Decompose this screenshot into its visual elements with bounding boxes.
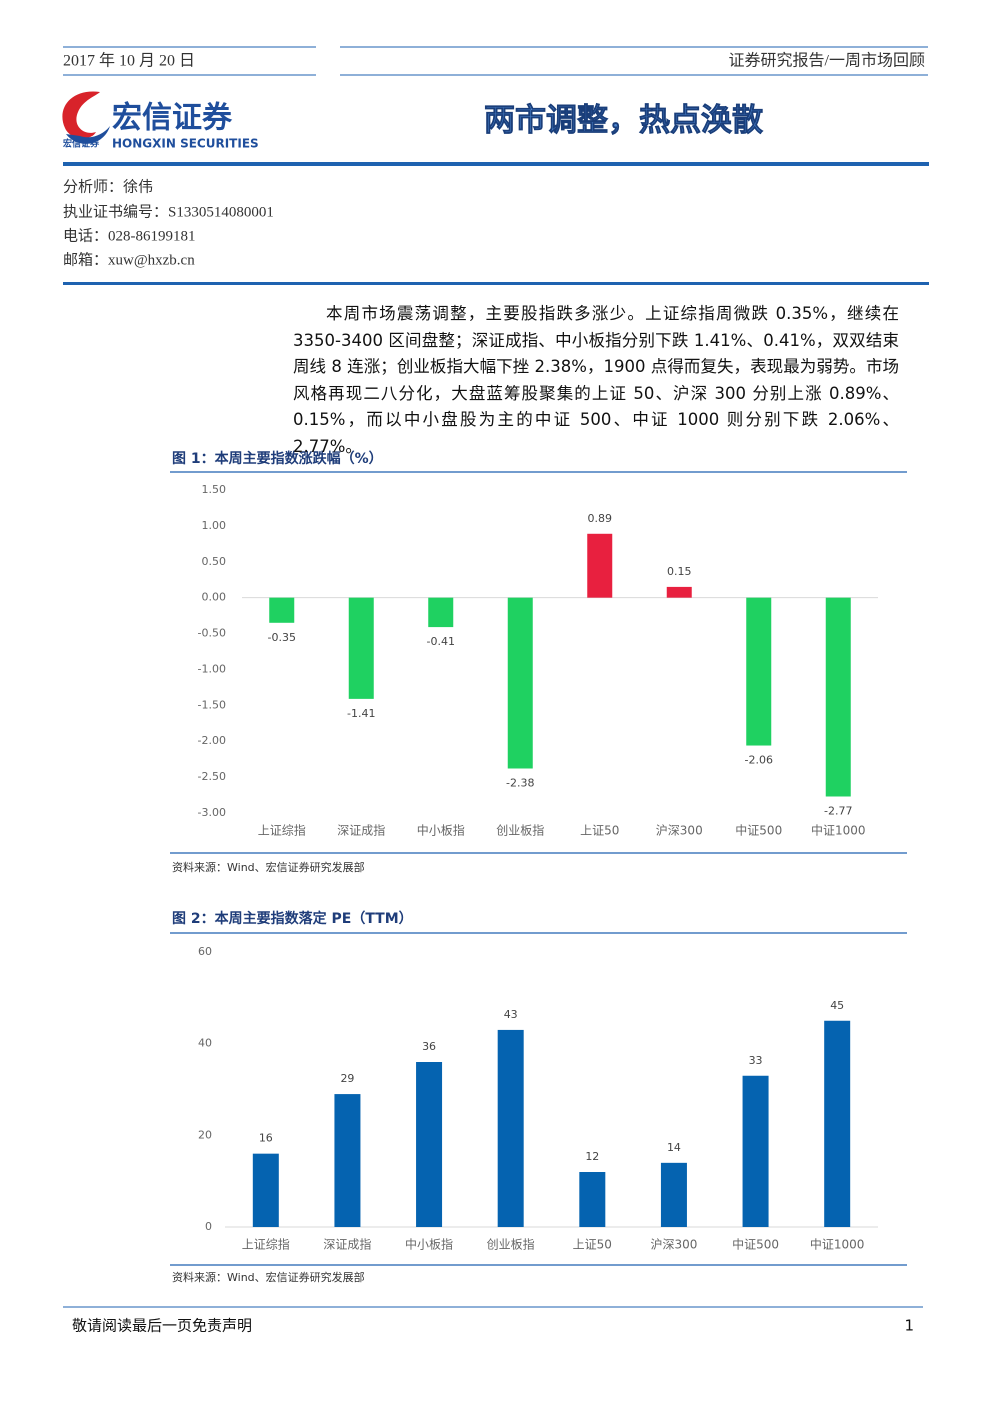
y-tick-label: 0 — [205, 1220, 212, 1233]
data-label: -2.06 — [745, 754, 773, 767]
data-label: 36 — [422, 1040, 436, 1053]
x-tick-label: 上证综指 — [242, 1237, 290, 1252]
bar — [660, 1162, 687, 1227]
x-tick-label: 深证成指 — [337, 823, 385, 838]
data-label: -2.38 — [506, 776, 534, 789]
logo-en: HONGXIN SECURITIES — [112, 137, 259, 151]
x-tick-label: 中小板指 — [417, 823, 465, 838]
x-tick-label: 中小板指 — [405, 1237, 453, 1252]
bar — [742, 1075, 769, 1227]
data-label: -2.77 — [824, 804, 852, 817]
figure-title: 图 2：本周主要指数落定 PE（TTM） — [172, 910, 413, 927]
y-tick-label: -1.00 — [198, 662, 226, 675]
disclaimer: 敬请阅读最后一页免责声明 — [72, 1317, 252, 1335]
data-label: -1.41 — [347, 707, 375, 720]
data-label: -0.35 — [268, 631, 296, 644]
bar — [428, 597, 454, 628]
logo-swirl — [66, 126, 110, 144]
bar — [666, 586, 692, 598]
data-label: 33 — [749, 1054, 763, 1067]
y-tick-label: 1.50 — [202, 483, 227, 496]
y-tick-label: 60 — [198, 945, 212, 958]
data-label: -0.41 — [427, 635, 455, 648]
y-tick-label: -2.00 — [198, 734, 226, 747]
bar — [334, 1094, 361, 1227]
x-tick-label: 中证500 — [732, 1237, 779, 1252]
y-tick-label: -3.00 — [198, 806, 226, 819]
date: 2017 年 10 月 20 日 — [63, 52, 195, 70]
bar — [746, 597, 772, 746]
data-label: 29 — [340, 1072, 354, 1085]
x-tick-label: 上证50 — [580, 824, 619, 838]
logo: 宏信证券 宏信证券 HONGXIN SECURITIES — [62, 91, 259, 151]
x-tick-label: 中证1000 — [811, 823, 866, 838]
y-tick-label: -2.50 — [198, 770, 226, 783]
x-tick-label: 沪深300 — [650, 1238, 697, 1252]
analyst-line: 执业证书编号：S1330514080001 — [63, 203, 274, 220]
bar — [579, 1172, 606, 1227]
y-tick-label: 0.00 — [202, 591, 227, 604]
bar — [252, 1153, 279, 1227]
x-tick-label: 沪深300 — [656, 824, 703, 838]
x-tick-label: 深证成指 — [323, 1237, 371, 1252]
source: 资料来源：Wind、宏信证券研究发展部 — [172, 860, 365, 874]
analyst-line: 分析师：徐伟 — [63, 178, 153, 196]
y-tick-label: -0.50 — [198, 627, 226, 640]
x-tick-label: 创业板指 — [487, 1237, 535, 1252]
y-tick-label: -1.50 — [198, 698, 226, 711]
x-tick-label: 中证1000 — [810, 1237, 865, 1252]
data-label: 0.15 — [667, 565, 692, 578]
data-label: 43 — [504, 1008, 518, 1021]
data-label: 14 — [667, 1141, 681, 1154]
page-number: 1 — [904, 1317, 914, 1335]
rule — [63, 162, 929, 166]
y-tick-label: 1.00 — [202, 519, 227, 532]
analyst-line: 邮箱：xuw@hxzb.cn — [63, 251, 195, 268]
bar — [269, 597, 295, 623]
logo-small: 宏信证券 — [63, 138, 100, 150]
x-tick-label: 上证综指 — [258, 823, 306, 838]
data-label: 0.89 — [588, 512, 613, 525]
report-category: 证券研究报告/一周市场回顾 — [729, 52, 925, 70]
y-tick-label: 0.50 — [202, 555, 227, 568]
logo-cn: 宏信证券 — [112, 101, 233, 136]
logo-swirl — [62, 91, 100, 139]
bar — [824, 1020, 851, 1227]
figure-title: 图 1：本周主要指数涨跌幅（%） — [172, 450, 383, 467]
x-tick-label: 中证500 — [735, 823, 782, 838]
bar — [348, 597, 374, 699]
x-tick-label: 创业板指 — [496, 823, 544, 838]
bar — [507, 597, 533, 769]
rule — [63, 282, 929, 285]
y-tick-label: 20 — [198, 1128, 212, 1141]
x-tick-label: 上证50 — [573, 1238, 612, 1252]
bar — [587, 533, 613, 598]
analyst-line: 电话：028-86199181 — [63, 227, 196, 244]
bar — [416, 1062, 443, 1227]
summary: 本周市场震荡调整，主要股指跌多涨少。上证综指周微跌 0.35%，继续在3350-… — [293, 304, 899, 456]
bar — [497, 1029, 524, 1227]
data-label: 12 — [585, 1150, 599, 1163]
report-title: 两市调整，热点涣散 — [484, 103, 763, 139]
y-tick-label: 40 — [198, 1037, 212, 1050]
source: 资料来源：Wind、宏信证券研究发展部 — [172, 1270, 365, 1284]
bar — [825, 597, 851, 797]
data-label: 45 — [830, 999, 844, 1012]
data-label: 16 — [259, 1132, 273, 1145]
